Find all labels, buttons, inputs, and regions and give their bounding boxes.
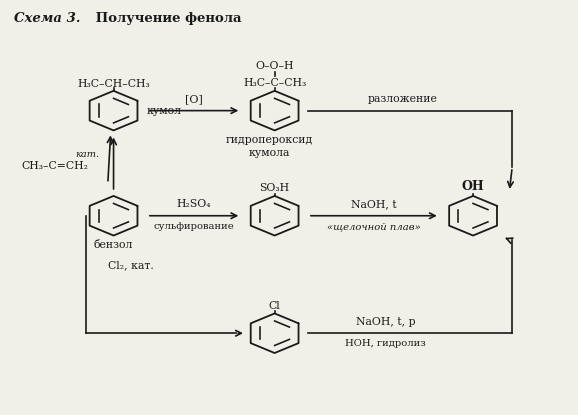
Text: H₃C–C–CH₃: H₃C–C–CH₃ bbox=[243, 78, 306, 88]
Text: SO₃H: SO₃H bbox=[260, 183, 290, 193]
Text: Получение фенола: Получение фенола bbox=[91, 12, 241, 25]
Text: NaOH, t: NaOH, t bbox=[351, 199, 397, 209]
Text: разложение: разложение bbox=[368, 95, 438, 105]
Text: кат.: кат. bbox=[75, 150, 99, 159]
Text: HOH, гидролиз: HOH, гидролиз bbox=[345, 339, 426, 349]
Text: CH₃–C=CH₂: CH₃–C=CH₂ bbox=[21, 161, 88, 171]
Text: Схема 3.: Схема 3. bbox=[14, 12, 80, 25]
Text: сульфирование: сульфирование bbox=[154, 222, 235, 231]
Text: бензол: бензол bbox=[94, 240, 134, 251]
Text: OH: OH bbox=[462, 181, 484, 193]
Text: H₂SO₄: H₂SO₄ bbox=[177, 199, 212, 209]
Text: кумол: кумол bbox=[147, 106, 182, 116]
Text: [O]: [O] bbox=[185, 95, 203, 105]
Text: NaOH, t, p: NaOH, t, p bbox=[355, 317, 415, 327]
Text: O–O–H: O–O–H bbox=[255, 61, 294, 71]
Text: «щелочной плав»: «щелочной плав» bbox=[327, 222, 421, 231]
Text: Cl: Cl bbox=[269, 301, 280, 311]
Text: Cl₂, кат.: Cl₂, кат. bbox=[108, 260, 154, 270]
Text: кумола: кумола bbox=[248, 148, 290, 158]
Text: гидропероксид: гидропероксид bbox=[225, 134, 313, 144]
Text: H₃C–CH–CH₃: H₃C–CH–CH₃ bbox=[77, 79, 150, 89]
